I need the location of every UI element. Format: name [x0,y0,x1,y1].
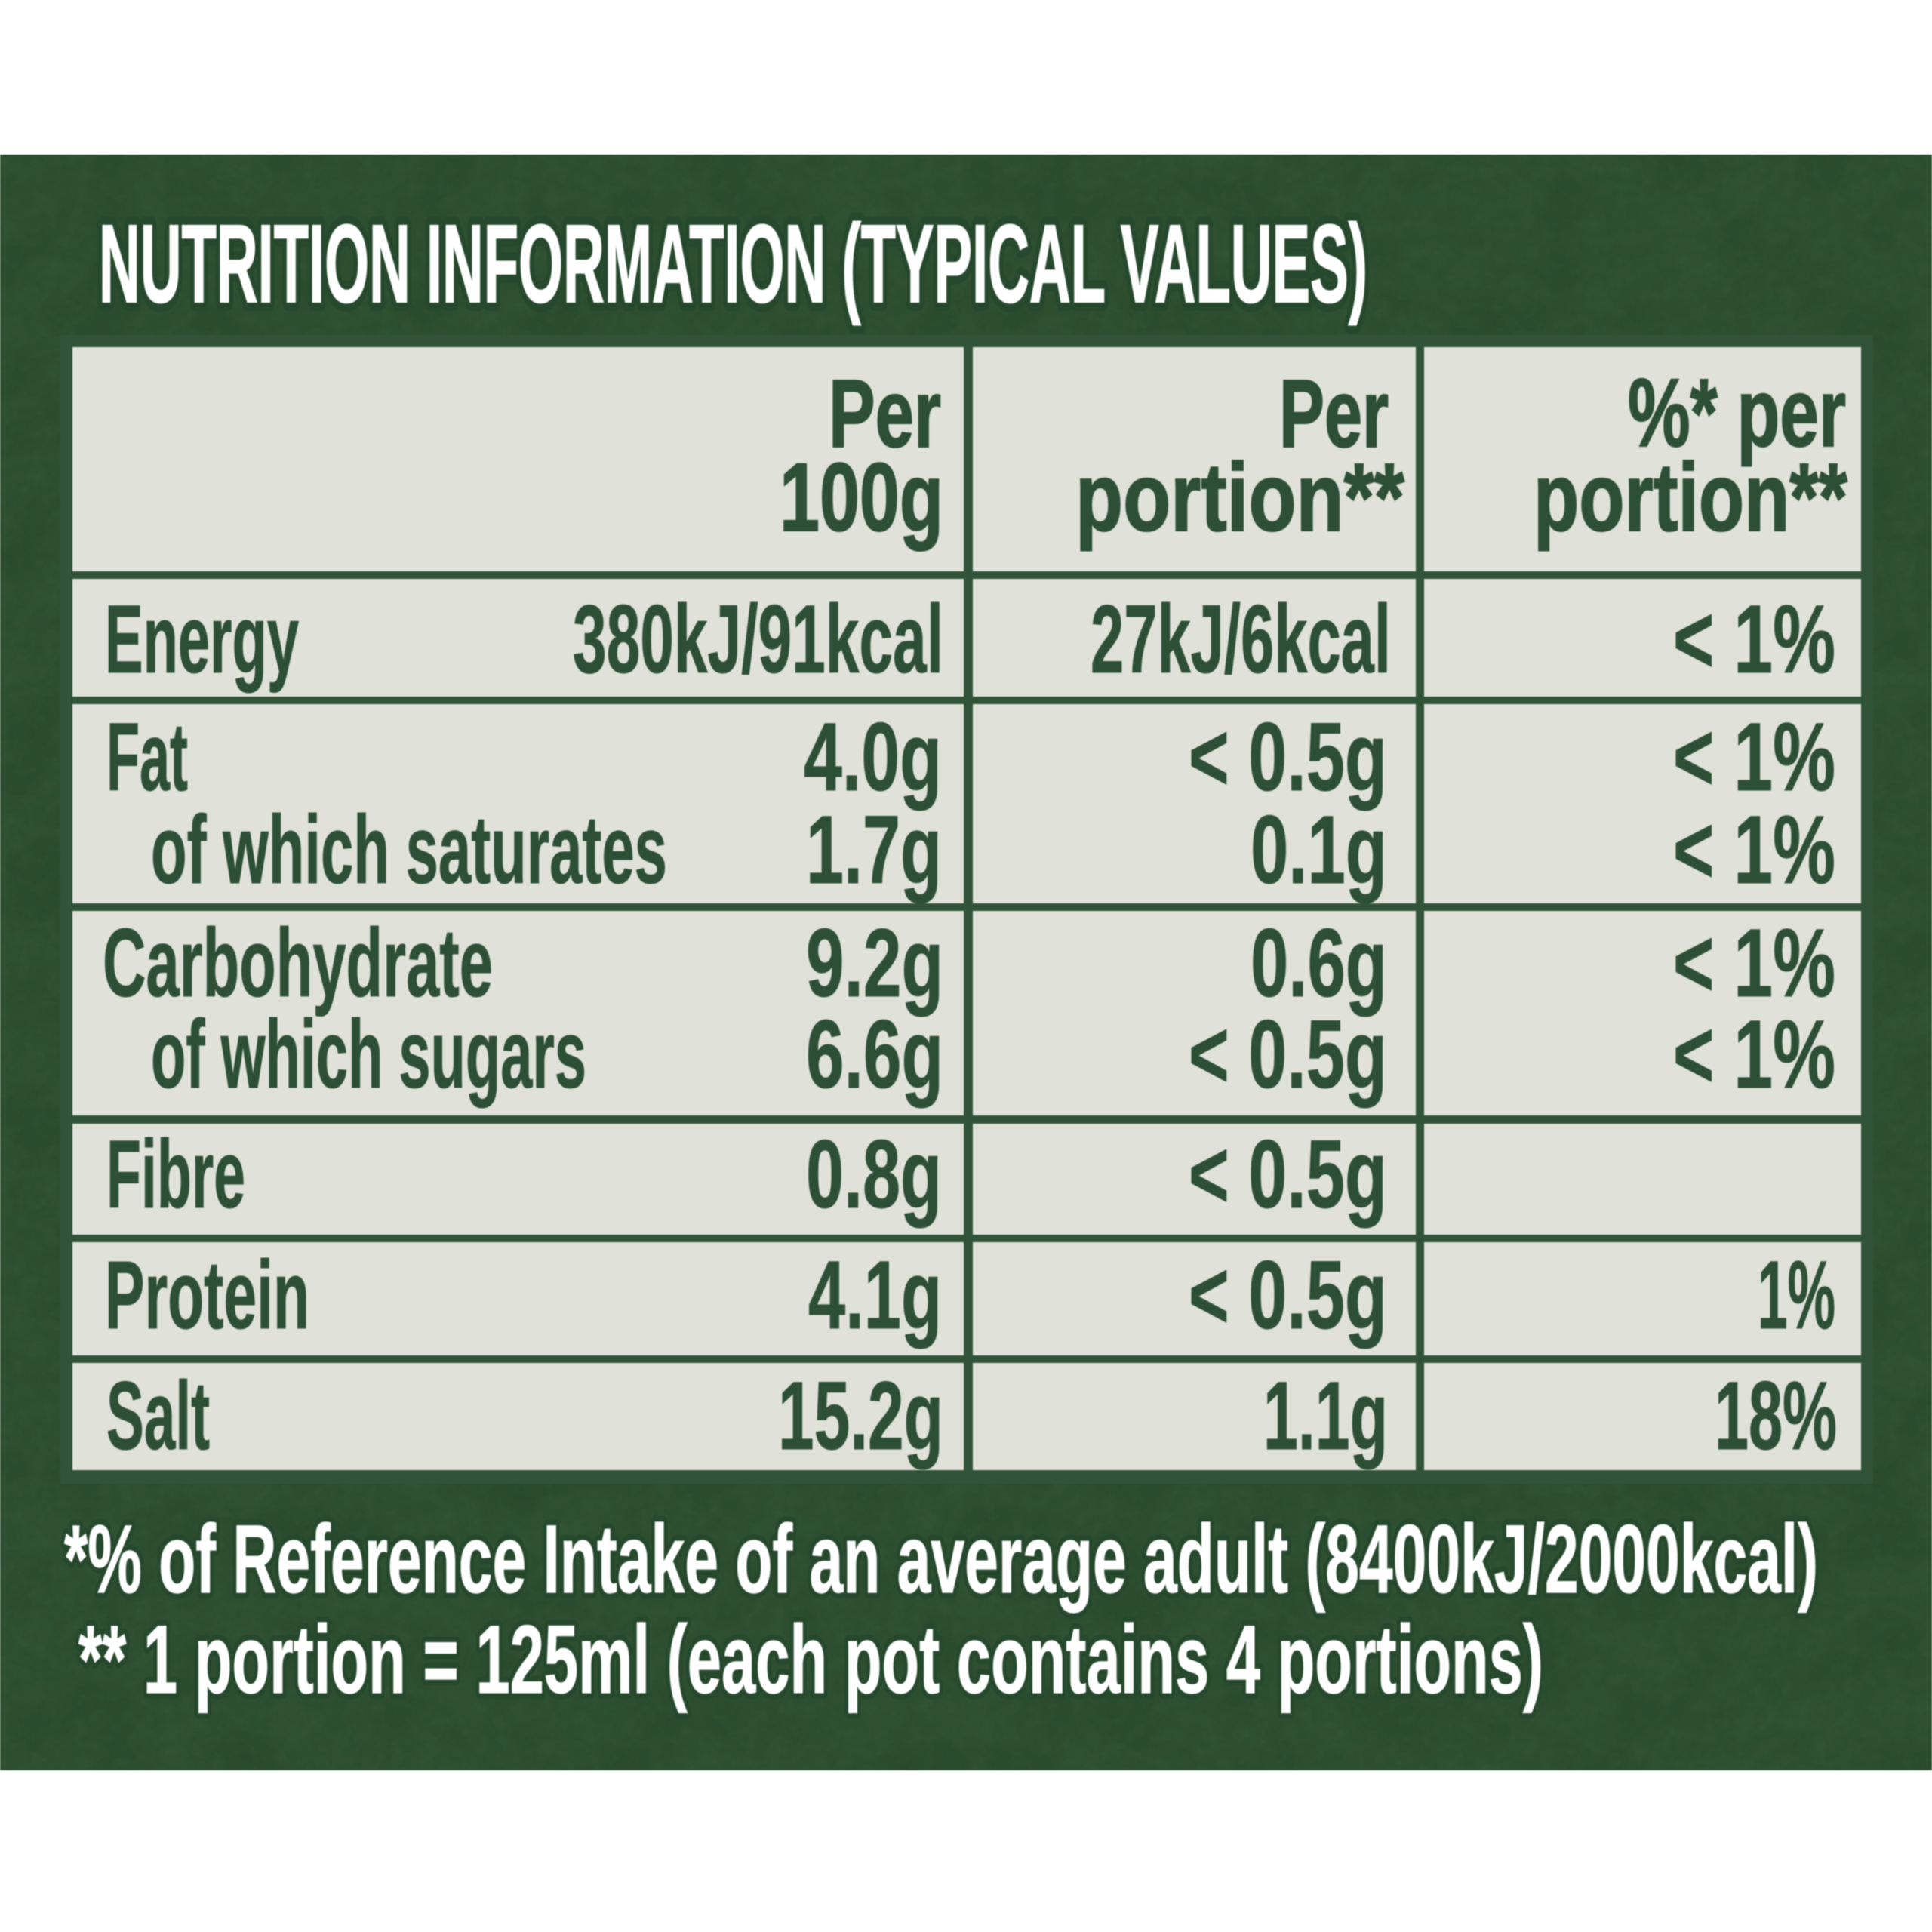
svg-text:380kJ/91kcal: 380kJ/91kcal [573,586,943,694]
svg-text:Per: Per [829,360,941,468]
svg-text:4.1g: 4.1g [808,1241,942,1349]
svg-text:Protein: Protein [105,1241,309,1349]
svg-text:9.2g: 9.2g [806,909,943,1017]
svg-text:0.1g: 0.1g [1251,796,1387,904]
svg-text:100g: 100g [780,444,943,552]
svg-text:< 0.5g: < 0.5g [1189,1001,1387,1109]
svg-text:Fat: Fat [106,703,188,811]
svg-text:< 0.5g: < 0.5g [1189,1241,1387,1349]
svg-text:1.1g: 1.1g [1263,1362,1388,1470]
svg-text:NUTRITION INFORMATION (TYPICAL: NUTRITION INFORMATION (TYPICAL VALUES) [99,202,1367,326]
svg-text:27kJ/6kcal: 27kJ/6kcal [1091,586,1391,694]
svg-text:of which sugars: of which sugars [151,1001,586,1109]
svg-text:Per: Per [1279,360,1389,468]
svg-text:18%: 18% [1715,1362,1837,1470]
svg-text:*% of Reference Intake of an a: *% of Reference Intake of an average adu… [64,1506,1818,1614]
svg-text:Salt: Salt [106,1362,210,1470]
svg-text:< 1%: < 1% [1673,703,1835,811]
svg-text:portion**: portion** [1075,444,1404,552]
svg-text:< 0.5g: < 0.5g [1189,703,1387,811]
svg-text:< 1%: < 1% [1673,1001,1835,1109]
svg-text:< 0.5g: < 0.5g [1189,1121,1387,1229]
svg-text:< 1%: < 1% [1673,796,1835,904]
svg-text:0.6g: 0.6g [1251,909,1387,1017]
svg-text:of which saturates: of which saturates [151,796,667,904]
svg-text:*% of Reference Intake of an a: *% of Reference Intake of an average adu… [64,1506,1818,1614]
svg-text:%* per: %* per [1628,359,1846,467]
svg-text:< 1%: < 1% [1673,586,1835,694]
svg-text:** 1 portion = 125ml (each pot: ** 1 portion = 125ml (each pot contains … [78,1606,1543,1714]
svg-text:15.2g: 15.2g [778,1362,943,1470]
svg-text:** 1 portion = 125ml (each pot: ** 1 portion = 125ml (each pot contains … [78,1606,1543,1714]
svg-text:1%: 1% [1758,1241,1835,1349]
svg-text:6.6g: 6.6g [806,1001,943,1109]
svg-text:portion**: portion** [1534,444,1847,552]
svg-text:0.8g: 0.8g [806,1121,942,1229]
svg-text:< 1%: < 1% [1673,909,1835,1017]
svg-text:Energy: Energy [105,586,299,694]
svg-text:1.7g: 1.7g [806,796,942,904]
svg-text:Carbohydrate: Carbohydrate [103,909,493,1017]
svg-text:Fibre: Fibre [106,1121,245,1229]
svg-text:NUTRITION INFORMATION (TYPICAL: NUTRITION INFORMATION (TYPICAL VALUES) [99,202,1367,326]
svg-text:4.0g: 4.0g [804,703,942,811]
